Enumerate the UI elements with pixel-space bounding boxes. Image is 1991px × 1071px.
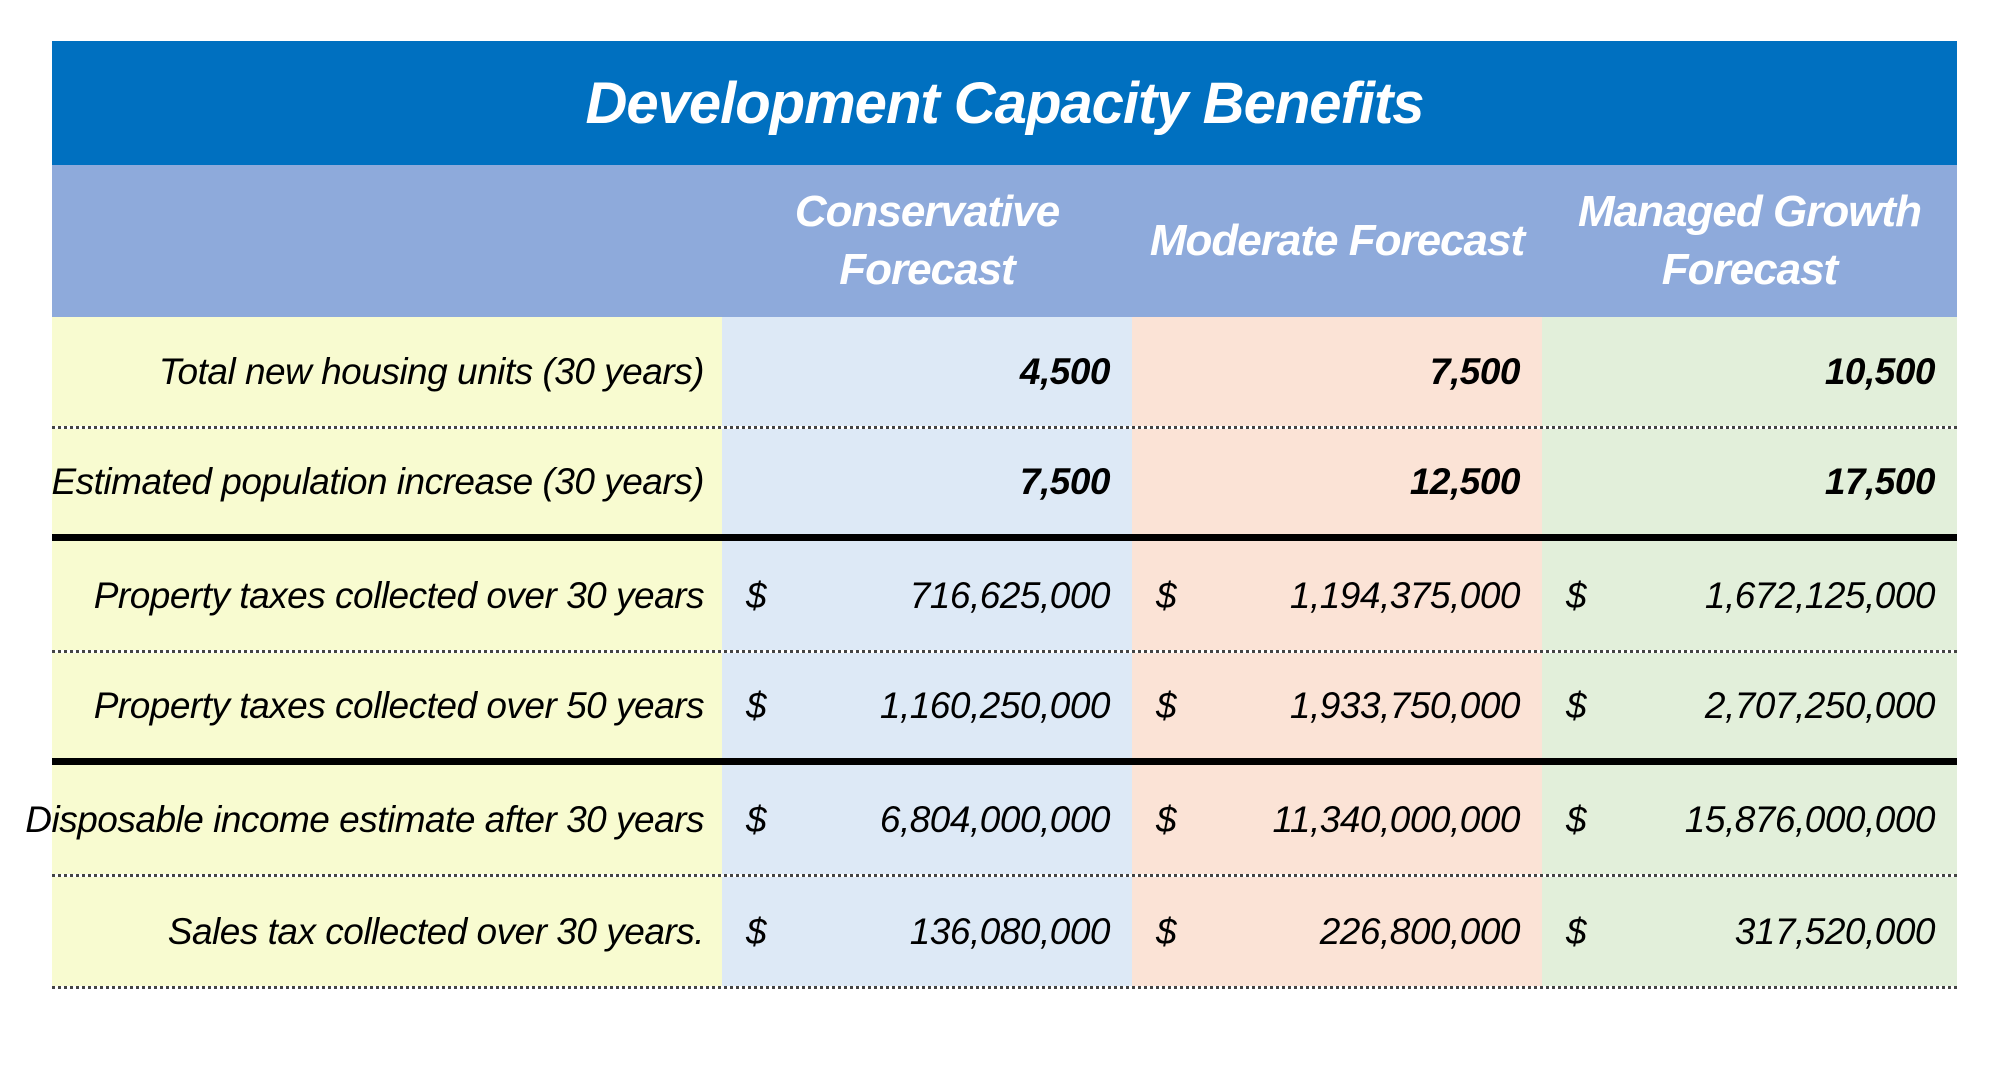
moderate-value: $ 1,933,750,000	[1132, 653, 1542, 758]
row-label: Property taxes collected over 30 years	[52, 541, 722, 650]
currency-symbol: $	[1566, 798, 1587, 840]
currency-symbol: $	[1156, 798, 1177, 840]
row-label: Disposable income estimate after 30 year…	[25, 765, 722, 874]
moderate-value: 7,500	[1132, 317, 1542, 426]
header-label-column	[52, 165, 722, 317]
amount: 7,500	[1429, 350, 1521, 392]
table-row: Disposable income estimate after 30 year…	[25, 765, 1957, 877]
amount: 17,500	[1824, 460, 1936, 502]
amount: 12,500	[1409, 460, 1521, 502]
moderate-value: $ 226,800,000	[1132, 877, 1542, 986]
table-title: Development Capacity Benefits	[52, 41, 1957, 165]
currency-symbol: $	[1156, 574, 1177, 616]
amount: 7,500	[1019, 460, 1111, 502]
moderate-value: $ 11,340,000,000	[1132, 765, 1542, 874]
table-row: Sales tax collected over 30 years. $ 136…	[52, 877, 1957, 989]
conservative-value: 7,500	[722, 429, 1132, 534]
managed-growth-value: $ 1,672,125,000	[1542, 541, 1957, 650]
amount: 317,520,000	[1734, 910, 1936, 952]
amount: 10,500	[1824, 350, 1936, 392]
amount: 1,672,125,000	[1704, 574, 1936, 616]
currency-symbol: $	[1156, 684, 1177, 726]
row-label: Estimated population increase (30 years)	[51, 429, 722, 534]
currency-symbol: $	[1566, 574, 1587, 616]
row-label: Sales tax collected over 30 years.	[52, 877, 722, 986]
header-conservative-forecast: Conservative Forecast	[794, 187, 1060, 294]
conservative-value: $ 1,160,250,000	[722, 653, 1132, 758]
amount: 6,804,000,000	[879, 798, 1111, 840]
managed-growth-value: $ 15,876,000,000	[1542, 765, 1957, 874]
amount: 716,625,000	[909, 574, 1111, 616]
amount: 1,160,250,000	[879, 684, 1111, 726]
table-row: Property taxes collected over 50 years $…	[52, 653, 1957, 765]
header-moderate-forecast: Moderate Forecast	[1149, 216, 1525, 265]
managed-growth-value: 10,500	[1542, 317, 1957, 426]
managed-growth-value: $ 2,707,250,000	[1542, 653, 1957, 758]
amount: 4,500	[1019, 350, 1111, 392]
conservative-value: 4,500	[722, 317, 1132, 426]
conservative-value: $ 716,625,000	[722, 541, 1132, 650]
row-label: Total new housing units (30 years)	[52, 317, 722, 426]
amount: 1,933,750,000	[1289, 684, 1521, 726]
conservative-value: $ 136,080,000	[722, 877, 1132, 986]
table-row: Property taxes collected over 30 years $…	[52, 541, 1957, 653]
currency-symbol: $	[1566, 684, 1587, 726]
conservative-value: $ 6,804,000,000	[722, 765, 1132, 874]
amount: 136,080,000	[909, 910, 1111, 952]
moderate-value: 12,500	[1132, 429, 1542, 534]
currency-symbol: $	[746, 798, 767, 840]
currency-symbol: $	[746, 910, 767, 952]
row-label: Property taxes collected over 50 years	[52, 653, 722, 758]
header-row: Conservative Forecast Moderate Forecast …	[52, 165, 1957, 317]
amount: 2,707,250,000	[1704, 684, 1936, 726]
table-row: Total new housing units (30 years) 4,500…	[52, 317, 1957, 429]
currency-symbol: $	[746, 684, 767, 726]
managed-growth-value: 17,500	[1542, 429, 1957, 534]
currency-symbol: $	[746, 574, 767, 616]
benefits-table: Development Capacity Benefits Conservati…	[25, 41, 1957, 989]
moderate-value: $ 1,194,375,000	[1132, 541, 1542, 650]
table-row: Estimated population increase (30 years)…	[51, 429, 1957, 541]
managed-growth-value: $ 317,520,000	[1542, 877, 1957, 986]
amount: 1,194,375,000	[1289, 574, 1521, 616]
amount: 11,340,000,000	[1272, 798, 1521, 840]
currency-symbol: $	[1156, 910, 1177, 952]
currency-symbol: $	[1566, 910, 1587, 952]
header-managed-growth-forecast: Managed Growth Forecast	[1578, 187, 1922, 294]
amount: 15,876,000,000	[1684, 798, 1936, 840]
amount: 226,800,000	[1319, 910, 1521, 952]
